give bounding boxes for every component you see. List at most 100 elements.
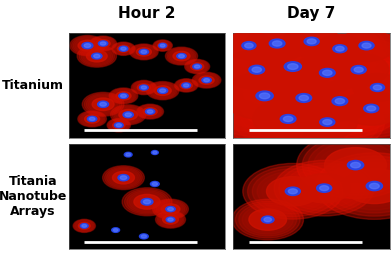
Ellipse shape xyxy=(243,64,365,132)
Ellipse shape xyxy=(94,38,113,49)
Ellipse shape xyxy=(78,223,90,229)
Ellipse shape xyxy=(305,81,375,121)
Ellipse shape xyxy=(325,83,392,134)
Ellipse shape xyxy=(137,84,151,91)
Ellipse shape xyxy=(280,115,296,123)
Ellipse shape xyxy=(143,200,151,204)
Ellipse shape xyxy=(194,44,367,137)
Ellipse shape xyxy=(129,192,165,212)
Ellipse shape xyxy=(283,25,340,57)
Ellipse shape xyxy=(323,120,332,125)
Ellipse shape xyxy=(158,88,168,93)
Ellipse shape xyxy=(88,96,118,113)
Ellipse shape xyxy=(186,60,209,73)
Ellipse shape xyxy=(211,24,287,67)
Ellipse shape xyxy=(312,15,392,76)
Ellipse shape xyxy=(288,189,298,194)
Ellipse shape xyxy=(139,49,149,55)
Ellipse shape xyxy=(170,50,193,62)
Ellipse shape xyxy=(120,176,127,180)
Ellipse shape xyxy=(166,217,175,222)
Ellipse shape xyxy=(269,78,339,118)
Ellipse shape xyxy=(141,106,160,117)
Ellipse shape xyxy=(113,171,134,184)
Ellipse shape xyxy=(191,54,339,137)
Ellipse shape xyxy=(244,40,332,72)
Ellipse shape xyxy=(180,82,192,89)
Ellipse shape xyxy=(105,167,142,188)
Text: Hour 2: Hour 2 xyxy=(118,6,176,21)
Ellipse shape xyxy=(246,26,309,61)
Ellipse shape xyxy=(319,186,329,191)
Ellipse shape xyxy=(241,43,382,117)
Ellipse shape xyxy=(121,94,126,98)
Ellipse shape xyxy=(165,12,392,100)
Ellipse shape xyxy=(79,112,105,126)
Ellipse shape xyxy=(152,199,189,219)
Ellipse shape xyxy=(122,188,172,216)
Ellipse shape xyxy=(298,173,350,203)
Ellipse shape xyxy=(98,41,108,46)
Ellipse shape xyxy=(279,46,375,100)
Ellipse shape xyxy=(135,82,153,93)
Ellipse shape xyxy=(318,18,392,73)
Ellipse shape xyxy=(250,42,336,91)
Ellipse shape xyxy=(143,108,157,116)
Ellipse shape xyxy=(256,91,273,101)
Ellipse shape xyxy=(196,74,217,86)
Ellipse shape xyxy=(289,168,360,208)
Ellipse shape xyxy=(221,50,292,89)
Ellipse shape xyxy=(260,35,392,110)
Ellipse shape xyxy=(237,60,371,136)
Ellipse shape xyxy=(333,45,347,53)
Ellipse shape xyxy=(320,118,335,126)
Ellipse shape xyxy=(242,205,293,234)
Ellipse shape xyxy=(82,92,124,116)
Ellipse shape xyxy=(89,117,95,120)
Ellipse shape xyxy=(273,42,382,103)
Ellipse shape xyxy=(160,44,165,47)
Ellipse shape xyxy=(264,217,272,222)
Ellipse shape xyxy=(82,113,102,125)
Ellipse shape xyxy=(134,194,160,209)
Ellipse shape xyxy=(288,50,392,110)
Ellipse shape xyxy=(114,43,133,54)
Ellipse shape xyxy=(268,17,356,66)
Ellipse shape xyxy=(202,39,311,100)
Ellipse shape xyxy=(221,72,308,120)
Ellipse shape xyxy=(270,90,385,154)
Ellipse shape xyxy=(297,105,358,139)
Ellipse shape xyxy=(113,229,118,231)
Ellipse shape xyxy=(141,50,147,53)
Ellipse shape xyxy=(119,93,128,99)
Ellipse shape xyxy=(292,74,388,128)
Ellipse shape xyxy=(247,27,392,133)
Ellipse shape xyxy=(118,174,129,181)
Ellipse shape xyxy=(156,211,185,228)
Ellipse shape xyxy=(192,72,221,88)
Ellipse shape xyxy=(151,84,174,97)
Ellipse shape xyxy=(140,85,148,90)
Ellipse shape xyxy=(154,86,171,96)
Ellipse shape xyxy=(218,10,337,77)
Ellipse shape xyxy=(147,82,179,100)
Ellipse shape xyxy=(299,95,309,101)
Ellipse shape xyxy=(107,168,140,187)
Ellipse shape xyxy=(341,92,392,125)
Ellipse shape xyxy=(212,65,392,158)
Ellipse shape xyxy=(70,36,105,56)
Ellipse shape xyxy=(159,43,167,48)
Ellipse shape xyxy=(343,169,392,203)
Ellipse shape xyxy=(119,46,128,51)
Ellipse shape xyxy=(160,213,181,226)
Ellipse shape xyxy=(141,235,147,238)
Text: Day 7: Day 7 xyxy=(287,6,336,21)
Ellipse shape xyxy=(85,115,100,123)
Ellipse shape xyxy=(319,80,392,137)
Ellipse shape xyxy=(301,38,392,102)
Ellipse shape xyxy=(157,212,184,227)
Ellipse shape xyxy=(158,213,183,227)
Ellipse shape xyxy=(183,50,347,142)
Ellipse shape xyxy=(98,101,109,107)
Ellipse shape xyxy=(302,135,392,195)
